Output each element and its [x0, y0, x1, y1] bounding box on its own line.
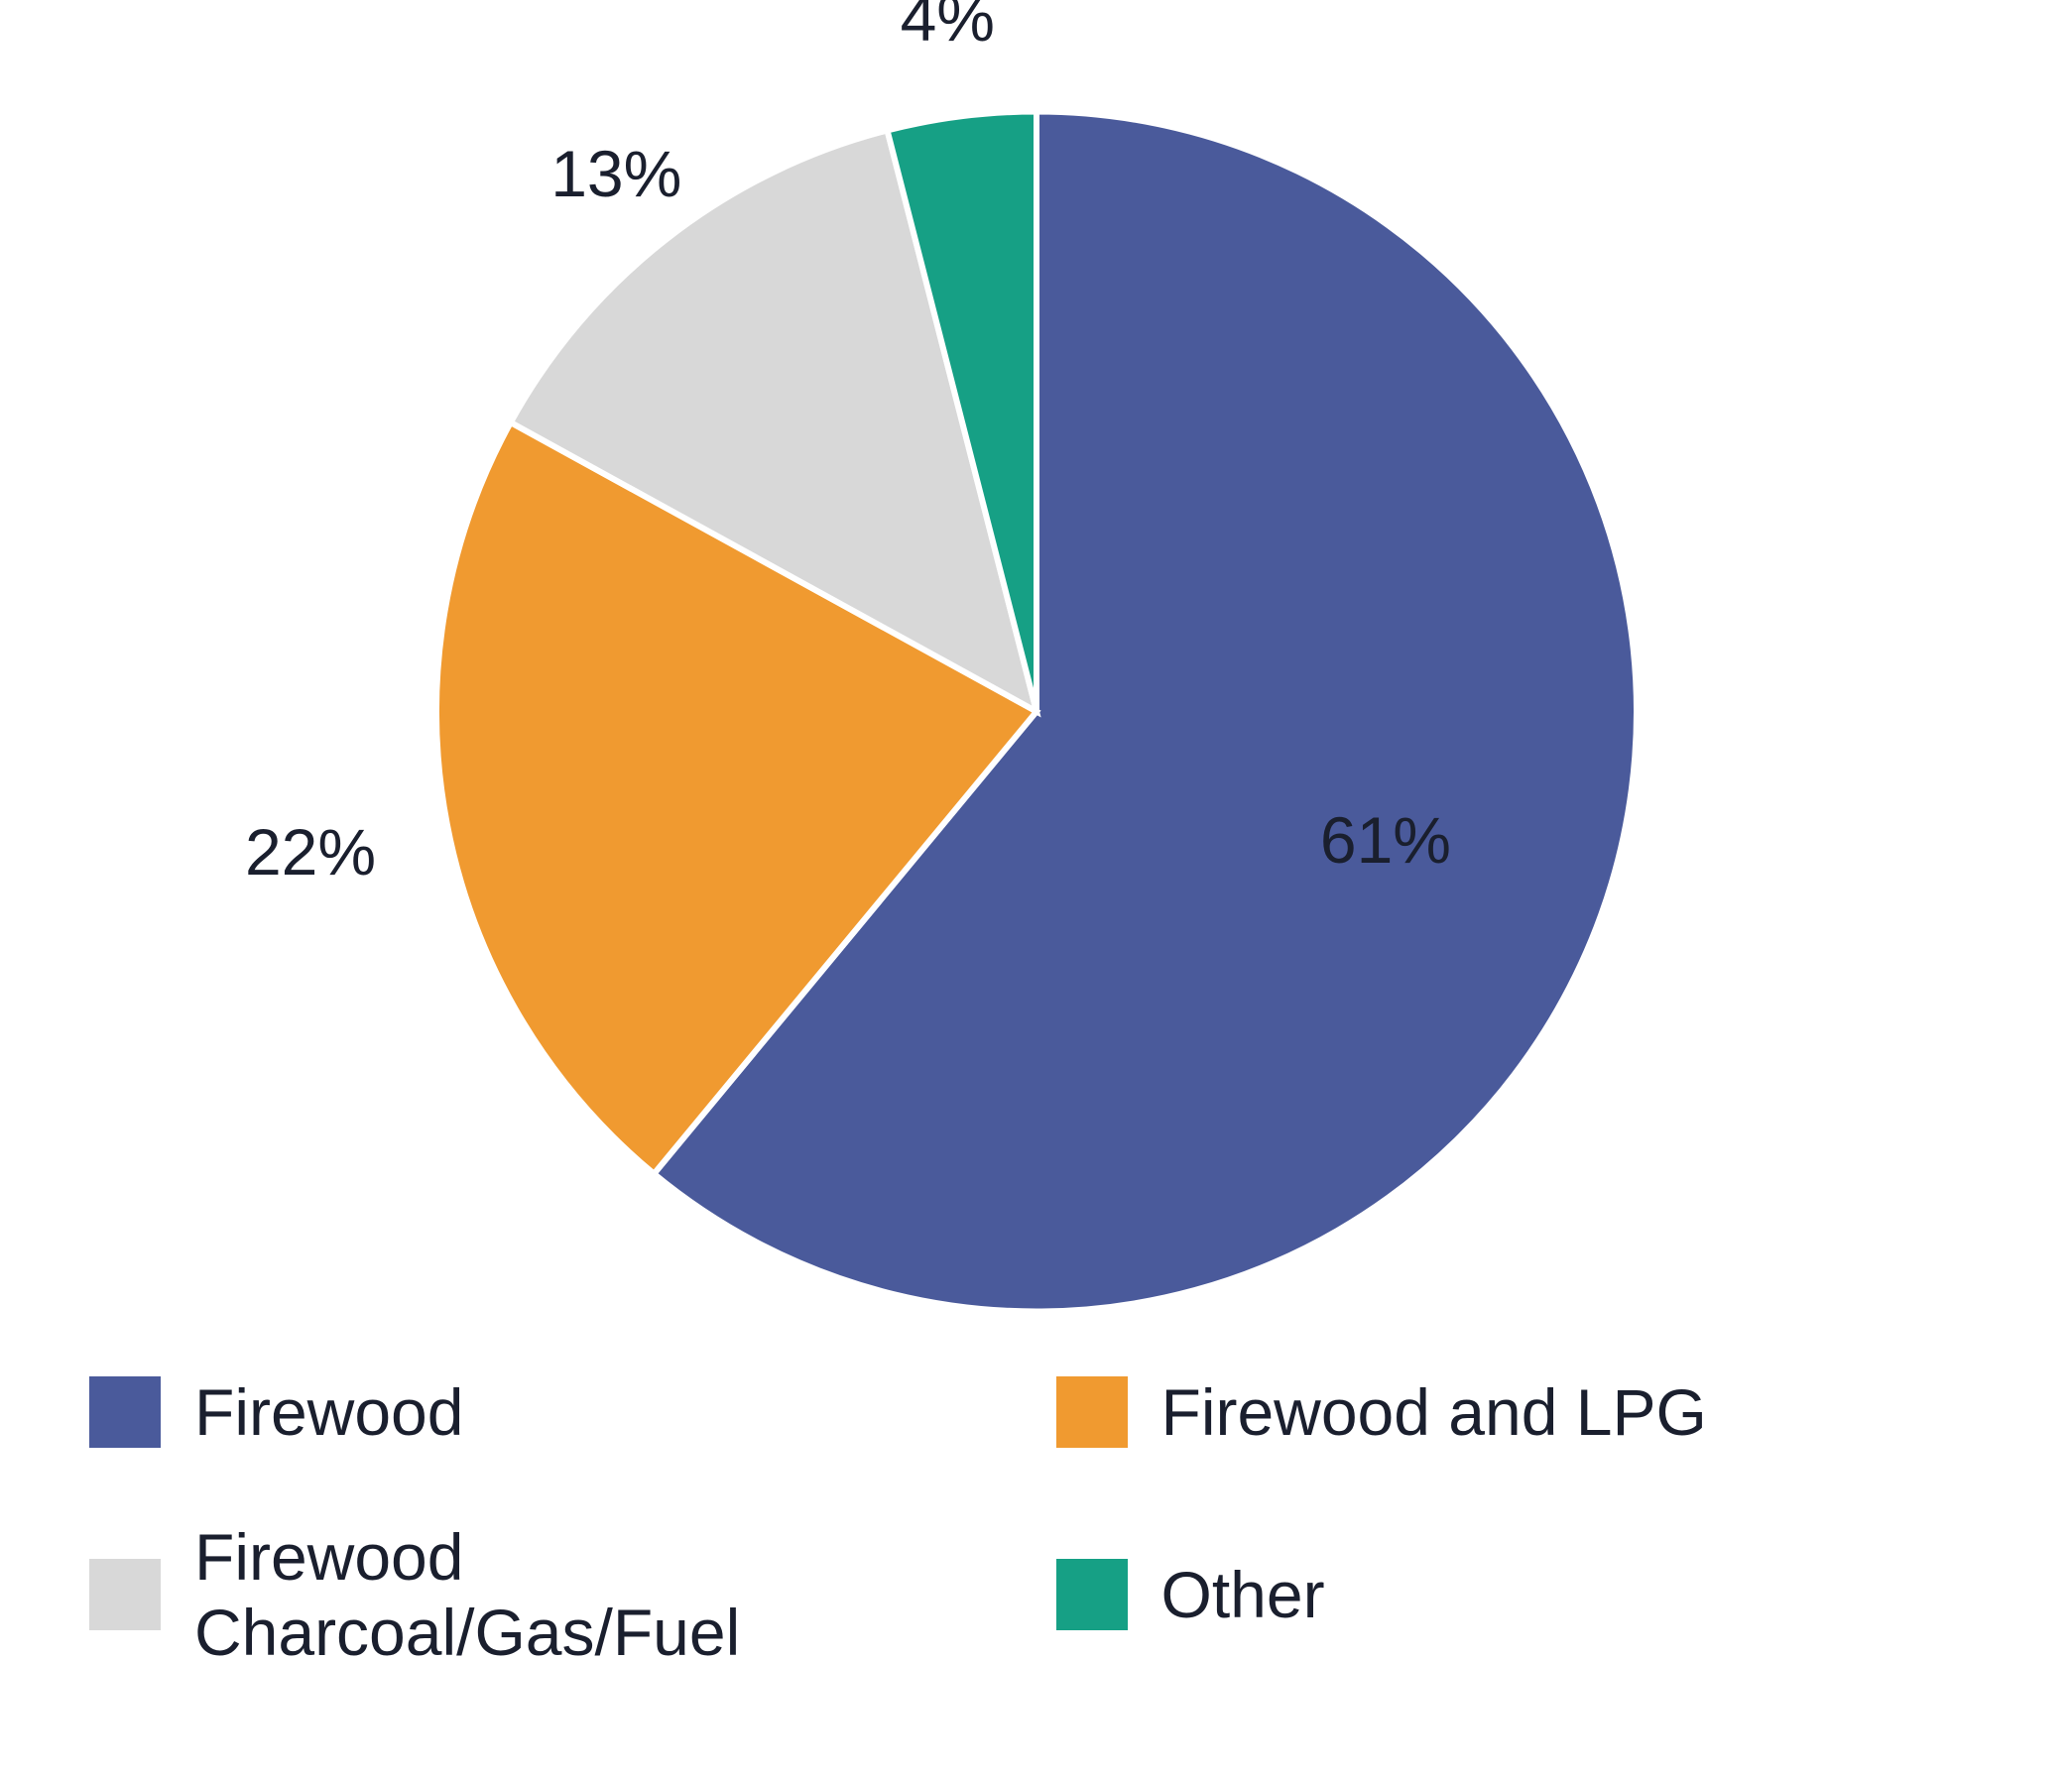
- slice-label-other: 4%: [901, 0, 995, 56]
- pie-chart: [436, 112, 1637, 1317]
- pie-svg: [436, 112, 1637, 1312]
- legend-item-firewood: Firewood: [89, 1374, 1017, 1450]
- slice-label-firewood-and-lpg: 22%: [245, 814, 376, 890]
- legend-item-other: Other: [1056, 1519, 1984, 1670]
- legend-label-firewood-and-lpg: Firewood and LPG: [1161, 1374, 1707, 1450]
- legend-item-firewood-and-lpg: Firewood and LPG: [1056, 1374, 1984, 1450]
- legend-item-firewood-charcoal-gas-fuel: Firewood Charcoal/Gas/Fuel: [89, 1519, 1017, 1670]
- legend-swatch-firewood-charcoal-gas-fuel: [89, 1559, 161, 1630]
- slice-label-firewood: 61%: [1320, 802, 1451, 878]
- legend-label-other: Other: [1161, 1557, 1325, 1632]
- legend-label-firewood: Firewood: [194, 1374, 463, 1450]
- legend-swatch-firewood-and-lpg: [1056, 1376, 1128, 1448]
- slice-label-firewood-charcoal-gas-fuel: 13%: [550, 136, 681, 211]
- legend-label-firewood-charcoal-gas-fuel: Firewood Charcoal/Gas/Fuel: [194, 1519, 1017, 1670]
- legend: Firewood Firewood and LPG Firewood Charc…: [89, 1374, 1983, 1670]
- pie-chart-container: 61% 22% 13% 4% Firewood Firewood and LPG Fi…: [0, 0, 2072, 1779]
- legend-swatch-other: [1056, 1559, 1128, 1630]
- legend-swatch-firewood: [89, 1376, 161, 1448]
